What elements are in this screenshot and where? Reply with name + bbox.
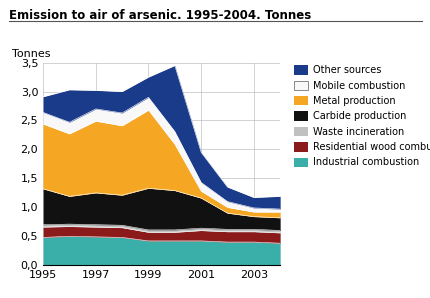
- Legend: Other sources, Mobile combustion, Metal production, Carbide production, Waste in: Other sources, Mobile combustion, Metal …: [294, 66, 430, 167]
- Text: Emission to air of arsenic. 1995-2004. Tonnes: Emission to air of arsenic. 1995-2004. T…: [9, 9, 310, 22]
- Text: Tonnes: Tonnes: [12, 49, 51, 58]
